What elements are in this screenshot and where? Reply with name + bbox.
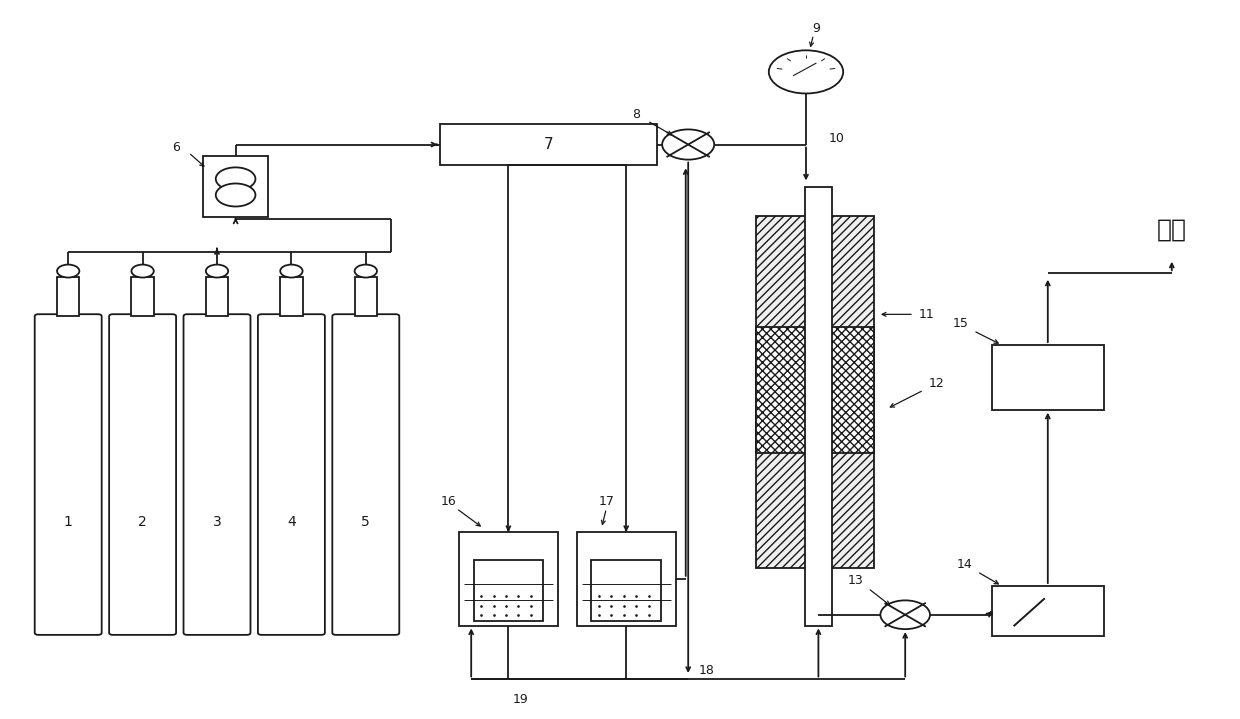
Text: 3: 3 xyxy=(212,515,222,529)
Circle shape xyxy=(216,183,255,206)
Text: 17: 17 xyxy=(599,495,614,508)
Text: 排空: 排空 xyxy=(1157,218,1187,242)
Text: 7: 7 xyxy=(544,137,553,152)
Bar xyxy=(756,216,874,568)
Text: 1: 1 xyxy=(63,515,73,529)
Ellipse shape xyxy=(57,265,79,278)
Bar xyxy=(459,532,558,626)
FancyBboxPatch shape xyxy=(258,314,325,635)
Bar xyxy=(591,560,661,620)
Text: 4: 4 xyxy=(286,515,296,529)
Bar xyxy=(131,277,154,316)
FancyBboxPatch shape xyxy=(109,314,176,635)
Circle shape xyxy=(662,129,714,160)
Text: 12: 12 xyxy=(929,377,944,390)
FancyBboxPatch shape xyxy=(184,314,250,635)
Bar xyxy=(805,187,832,626)
Ellipse shape xyxy=(355,265,377,278)
Bar xyxy=(992,345,1104,410)
Ellipse shape xyxy=(131,265,154,278)
Circle shape xyxy=(880,600,930,629)
Bar xyxy=(577,532,676,626)
Text: 13: 13 xyxy=(848,574,863,587)
Bar xyxy=(756,327,874,453)
Text: 2: 2 xyxy=(138,515,148,529)
Bar xyxy=(992,586,1104,636)
FancyBboxPatch shape xyxy=(332,314,399,635)
Bar xyxy=(474,560,543,620)
Text: 11: 11 xyxy=(919,308,934,321)
FancyBboxPatch shape xyxy=(35,314,102,635)
Bar xyxy=(203,157,268,217)
Text: 14: 14 xyxy=(957,558,972,571)
Bar xyxy=(440,124,657,165)
Text: 16: 16 xyxy=(441,495,456,508)
Text: 18: 18 xyxy=(699,664,714,677)
Text: 6: 6 xyxy=(172,141,180,154)
Text: 8: 8 xyxy=(632,108,640,121)
Text: 19: 19 xyxy=(513,693,528,706)
Ellipse shape xyxy=(206,265,228,278)
Text: 15: 15 xyxy=(954,317,968,330)
Bar xyxy=(57,277,79,316)
Bar xyxy=(355,277,377,316)
Bar xyxy=(206,277,228,316)
Circle shape xyxy=(216,168,255,191)
Text: 5: 5 xyxy=(361,515,371,529)
Text: 10: 10 xyxy=(830,132,844,145)
Bar xyxy=(280,277,303,316)
Circle shape xyxy=(769,50,843,93)
Ellipse shape xyxy=(280,265,303,278)
Text: 9: 9 xyxy=(812,22,820,35)
